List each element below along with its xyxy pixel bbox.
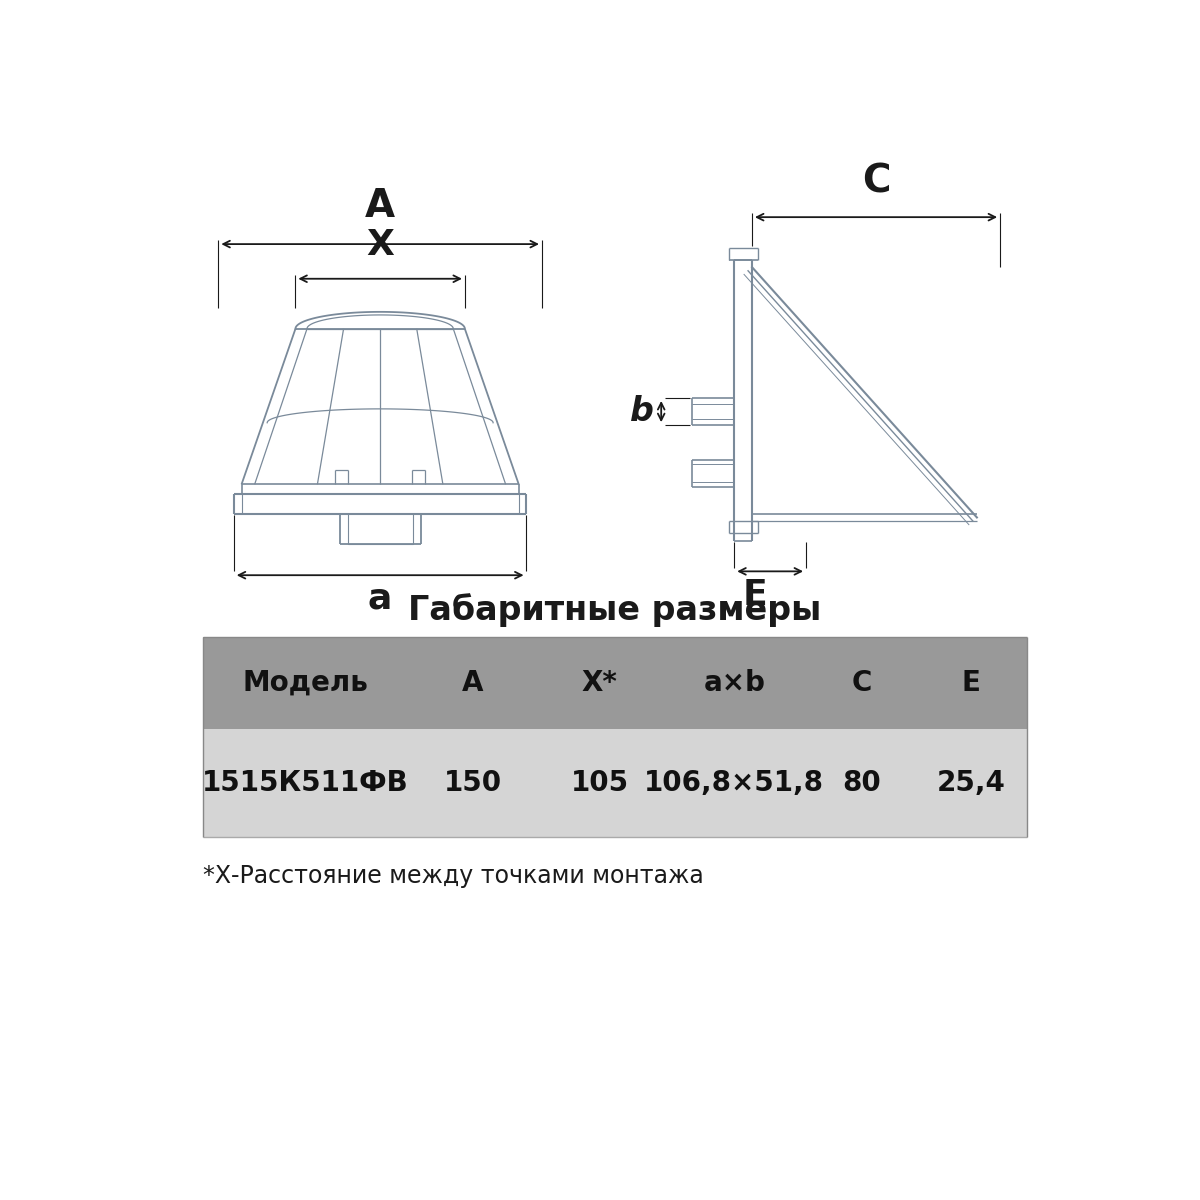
Text: *Х-Расстояние между точками монтажа: *Х-Расстояние между точками монтажа (203, 864, 703, 888)
Text: 25,4: 25,4 (937, 769, 1006, 797)
Text: 80: 80 (842, 769, 881, 797)
Text: Габаритные размеры: Габаритные размеры (408, 593, 822, 626)
Text: С: С (851, 670, 871, 697)
Text: А: А (462, 670, 484, 697)
Text: a: a (368, 581, 392, 616)
Text: 106,8×51,8: 106,8×51,8 (644, 769, 824, 797)
Text: Модель: Модель (242, 670, 368, 697)
Bar (203, 730, 1027, 838)
Text: Х: Х (366, 228, 394, 262)
Text: a×b: a×b (703, 670, 766, 697)
Text: Е: Е (961, 670, 980, 697)
Text: C: C (862, 162, 890, 200)
Text: b: b (630, 395, 654, 428)
Text: 105: 105 (570, 769, 629, 797)
Text: А: А (365, 187, 395, 224)
Text: E: E (743, 577, 767, 612)
Text: 1515К511ФВ: 1515К511ФВ (202, 769, 408, 797)
Bar (203, 637, 1027, 730)
Text: Х*: Х* (582, 670, 618, 697)
Text: 150: 150 (444, 769, 502, 797)
